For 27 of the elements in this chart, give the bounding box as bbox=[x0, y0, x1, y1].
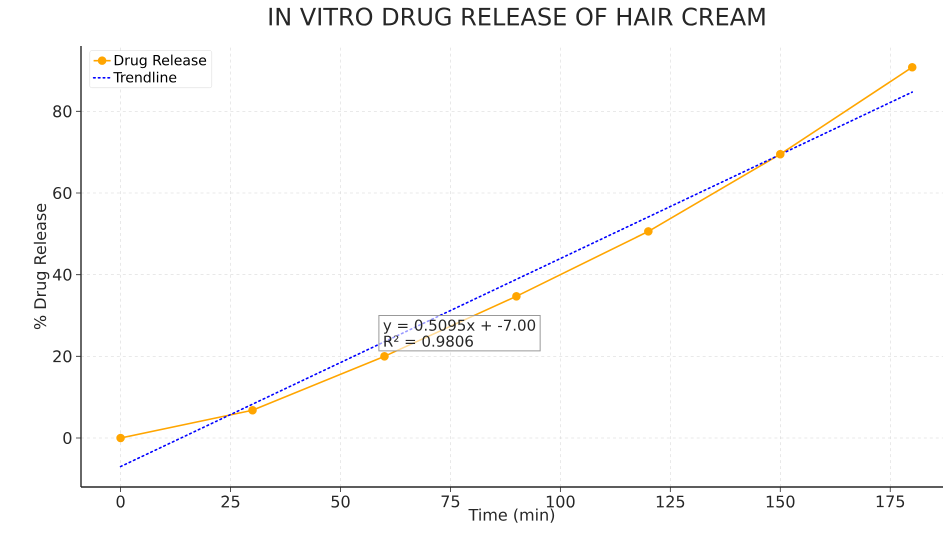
point bbox=[644, 227, 653, 236]
y-tick-label: 20 bbox=[53, 350, 72, 362]
y-tick-label: 80 bbox=[53, 105, 72, 118]
y-tick-label: 40 bbox=[52, 268, 72, 281]
x-tick-label: 75 bbox=[442, 496, 460, 508]
y-tick-label: 60 bbox=[53, 186, 72, 200]
point bbox=[776, 150, 785, 158]
x-tick-label: 175 bbox=[876, 496, 904, 508]
x-tick-label: 150 bbox=[766, 496, 794, 508]
point bbox=[248, 406, 257, 415]
x-tick-label: 25 bbox=[222, 496, 240, 508]
legend-label: Trendline bbox=[113, 72, 176, 83]
legend-label: Drug Release bbox=[114, 54, 206, 68]
x-tick-label: 50 bbox=[332, 496, 350, 508]
point bbox=[908, 62, 917, 72]
annotation: R² = 0.9806 bbox=[384, 336, 473, 347]
annotation: y = 0.5095x + -7.00 bbox=[383, 320, 536, 334]
x-tick-label: 100 bbox=[546, 496, 575, 508]
chart-title: IN VITRO DRUG RELEASE OF HAIR CREAM bbox=[270, 8, 765, 26]
x-tick-label: 125 bbox=[656, 496, 684, 508]
point bbox=[512, 292, 521, 301]
x-tick-label: 0 bbox=[116, 496, 125, 508]
y-tick-label: 0 bbox=[63, 432, 72, 444]
y-axis-title: % Drug Release bbox=[34, 204, 50, 330]
point bbox=[380, 352, 389, 361]
point bbox=[116, 434, 125, 442]
x-axis-title: Time (min) bbox=[468, 508, 554, 523]
